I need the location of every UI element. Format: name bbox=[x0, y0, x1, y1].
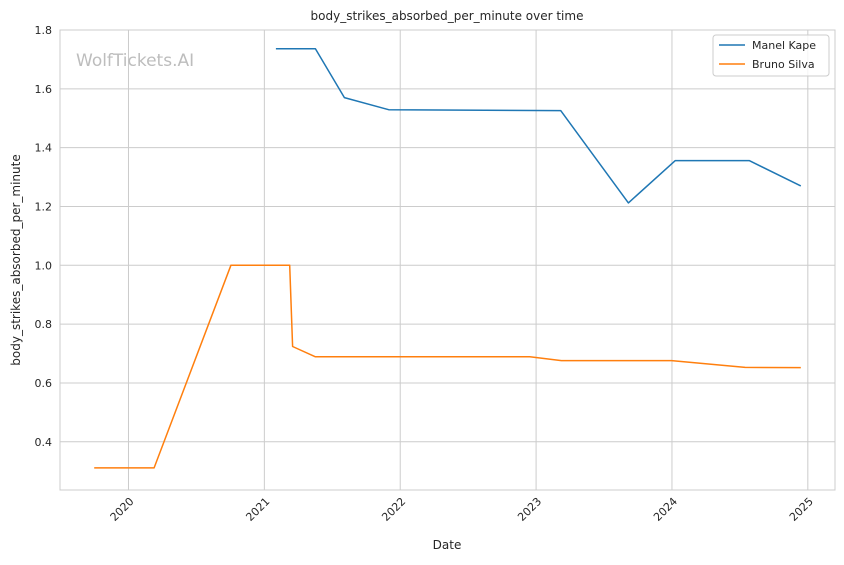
series-lines bbox=[94, 48, 802, 469]
plot-frame bbox=[59, 29, 836, 491]
series-line-bruno-silva bbox=[94, 264, 801, 469]
y-tick-label: 1.8 bbox=[35, 24, 53, 37]
legend-label-bruno-silva: Bruno Silva bbox=[752, 58, 815, 71]
y-tick-label: 0.4 bbox=[35, 436, 53, 449]
x-tick-labels: 2020 2021 2022 2023 2024 2025 bbox=[108, 495, 816, 524]
y-tick-label: 1.2 bbox=[35, 200, 53, 213]
y-tick-labels: 0.4 0.6 0.8 1.0 1.2 1.4 1.6 1.8 bbox=[35, 24, 53, 449]
y-axis-label: body_strikes_absorbed_per_minute bbox=[9, 154, 23, 365]
legend: Manel Kape Bruno Silva bbox=[712, 34, 830, 77]
x-tick-label: 2020 bbox=[108, 495, 137, 524]
watermark: WolfTickets.AI bbox=[76, 51, 194, 71]
y-tick-label: 0.8 bbox=[35, 318, 53, 331]
y-tick-label: 1.4 bbox=[35, 142, 53, 155]
chart-title: body_strikes_absorbed_per_minute over ti… bbox=[311, 9, 584, 23]
grid bbox=[60, 29, 835, 490]
x-tick-label: 2024 bbox=[651, 495, 680, 524]
x-axis-label: Date bbox=[433, 538, 462, 552]
y-tick-label: 1.0 bbox=[35, 259, 53, 272]
y-tick-label: 0.6 bbox=[35, 377, 53, 390]
x-tick-label: 2023 bbox=[515, 495, 544, 524]
x-tick-label: 2025 bbox=[787, 495, 816, 524]
y-tick-label: 1.6 bbox=[35, 83, 53, 96]
x-tick-label: 2021 bbox=[243, 495, 272, 524]
x-tick-label: 2022 bbox=[379, 495, 408, 524]
series-line-manel-kape bbox=[275, 48, 802, 204]
legend-label-manel-kape: Manel Kape bbox=[752, 39, 816, 52]
